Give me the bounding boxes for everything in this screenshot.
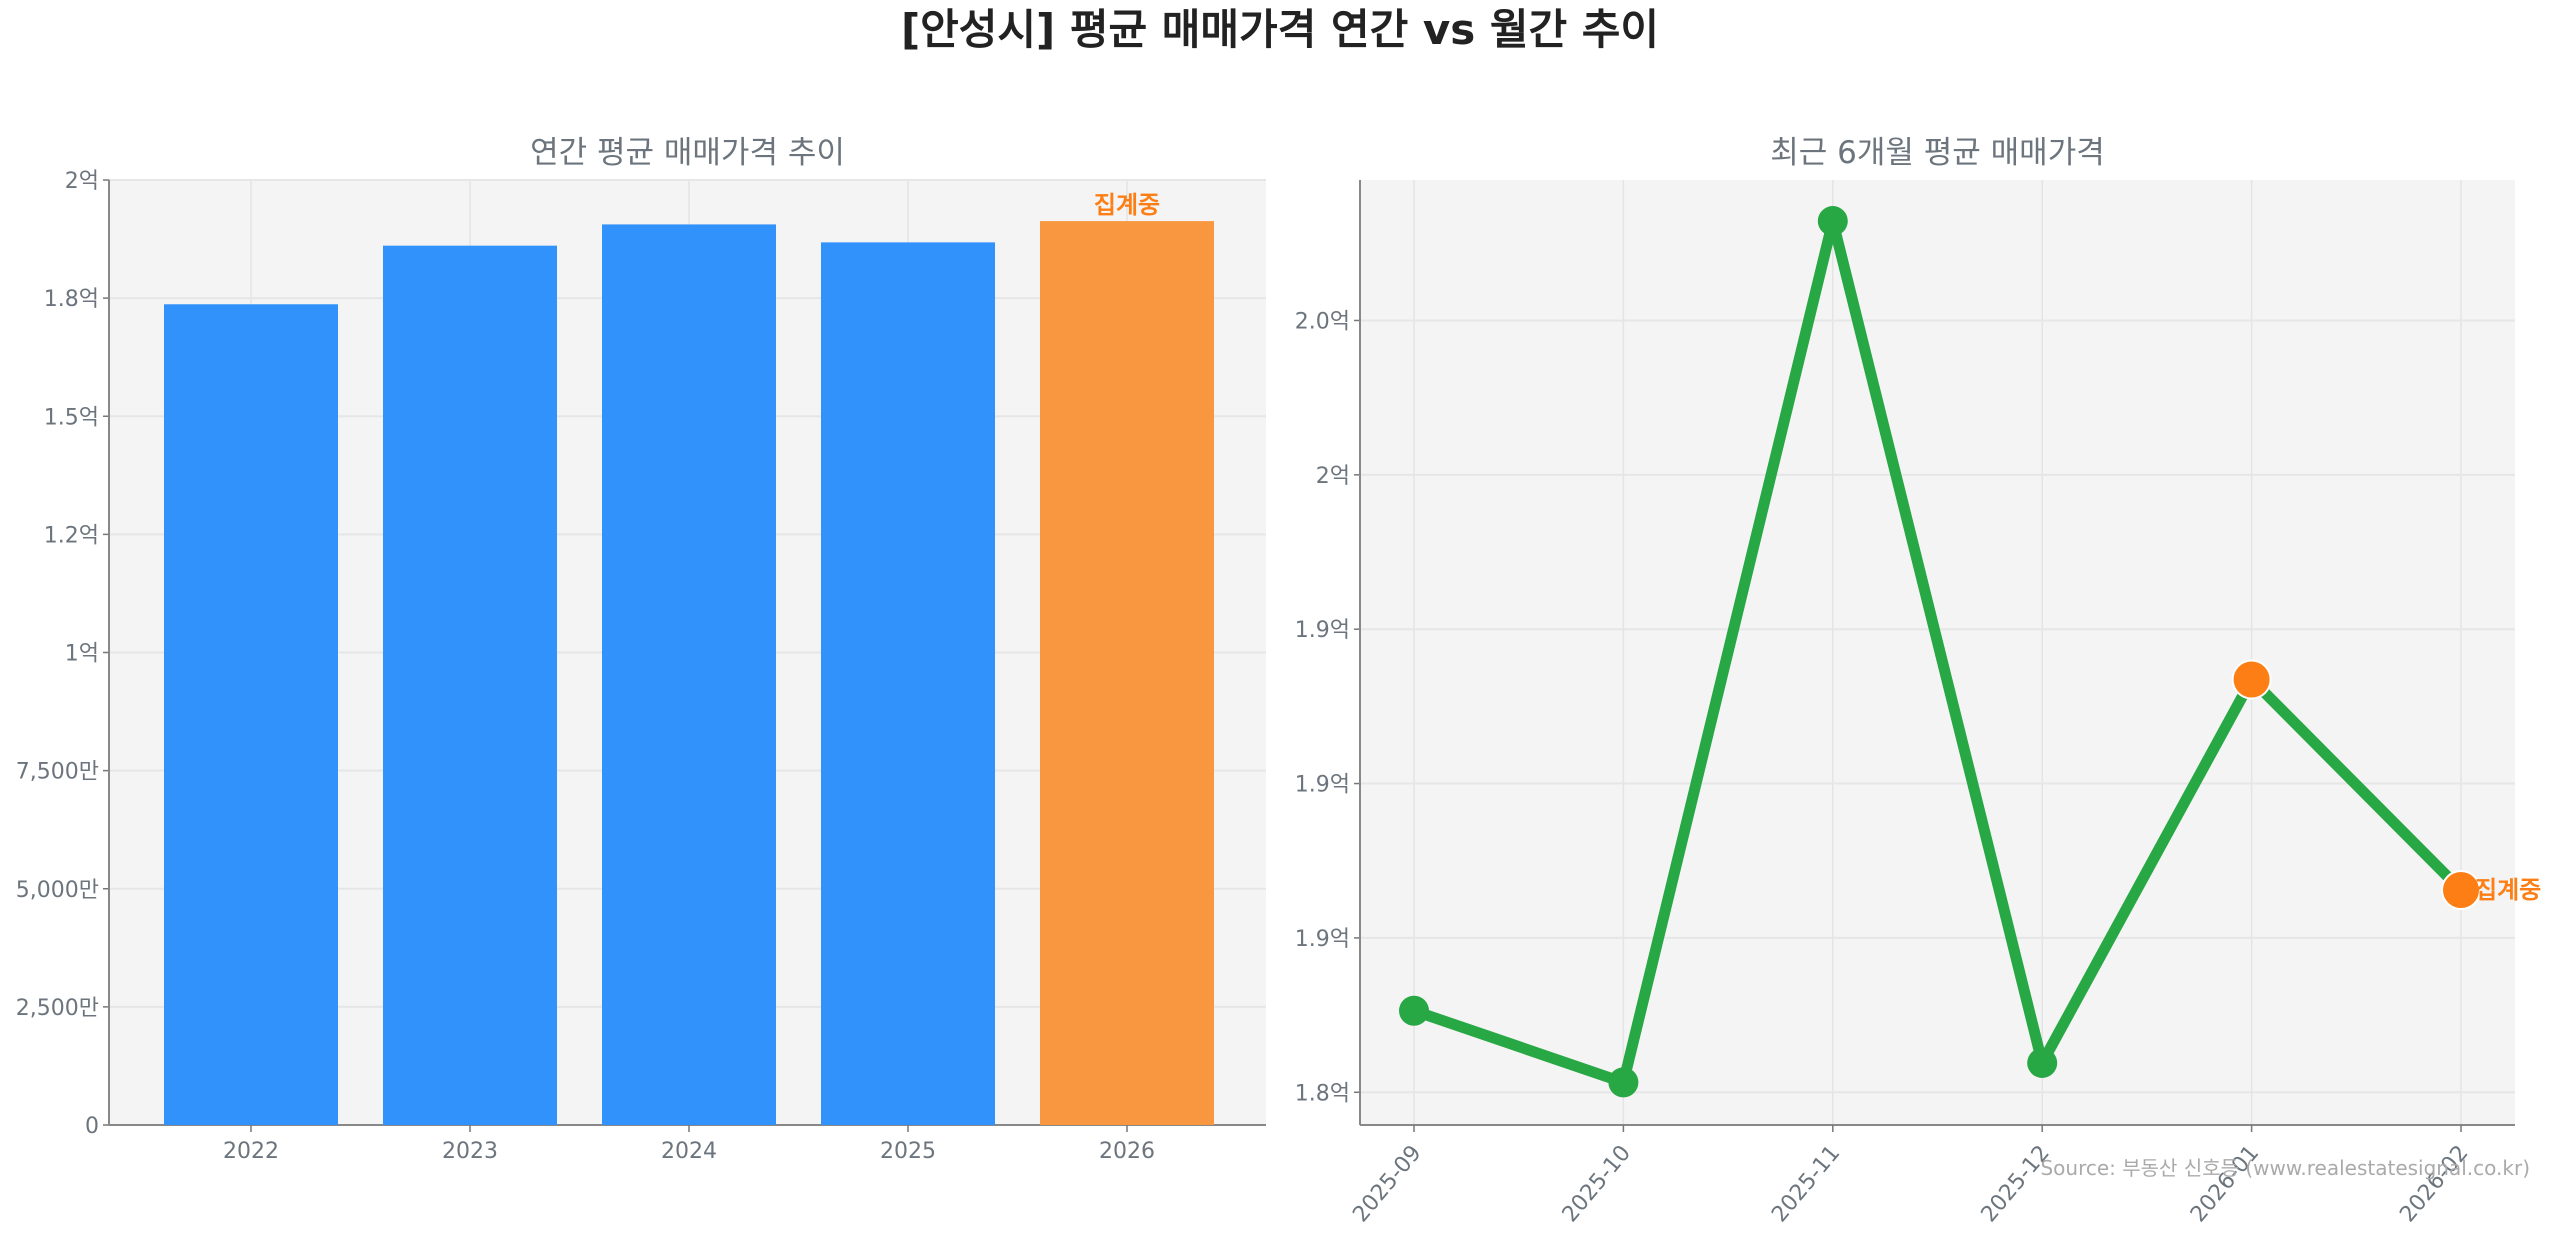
- point-2026-01: [2231, 659, 2272, 700]
- bar-2026: [1040, 221, 1214, 1126]
- x-tick-label: 2024: [661, 1139, 717, 1164]
- bar-2024: [602, 224, 776, 1126]
- point-2025-11: [1817, 206, 1848, 237]
- x-tick-label: 2025-12: [1977, 1141, 2055, 1227]
- x-tick-label: 2022: [223, 1139, 279, 1164]
- y-tick-label: 1.9억: [1295, 927, 1350, 952]
- source-credit: Source: 부동산 신호등 (www.realestatesignal.co…: [2040, 1156, 2530, 1180]
- x-tick-label: 2023: [442, 1139, 498, 1164]
- y-tick-label: 7,500만: [16, 760, 99, 785]
- y-tick-label: 0: [85, 1114, 99, 1139]
- y-tick-label: 2,500만: [16, 996, 99, 1021]
- y-tick-label: 1.9억: [1295, 618, 1350, 643]
- y-tick-label: 1억: [65, 642, 99, 667]
- y-tick-label: 1.2억: [44, 523, 99, 548]
- y-tick-label: 2억: [1316, 464, 1350, 489]
- y-tick-label: 1.8억: [1295, 1081, 1350, 1106]
- x-tick-label: 2026-02: [2395, 1141, 2473, 1227]
- y-tick-label: 5,000만: [16, 878, 99, 903]
- point-2025-10: [1608, 1067, 1639, 1098]
- in-progress-label: 집계중: [1094, 191, 1160, 219]
- subplot-title: 최근 6개월 평균 매매가격: [1770, 135, 2104, 171]
- bar-2025: [821, 242, 995, 1125]
- x-tick-label: 2025-11: [1767, 1141, 1845, 1227]
- y-tick-label: 2.0억: [1295, 309, 1350, 334]
- y-tick-label: 1.5억: [44, 405, 99, 430]
- annual-bar-chart: 0 2,500만 5,000만 7,500만 1억 1.2억 1.5억 1.8억 2억 2022 2…: [16, 135, 1266, 1164]
- bar-2023: [383, 245, 557, 1126]
- point-2025-09: [1399, 995, 1429, 1026]
- point-2026-02: [2441, 870, 2481, 911]
- y-tick-label: 1.8억: [44, 287, 99, 312]
- x-tick-label: 2025: [880, 1139, 936, 1164]
- subplot-title: 연간 평균 매매가격 추이: [530, 135, 845, 171]
- point-2025-12: [2027, 1047, 2058, 1078]
- x-tick-label: 2026-01: [2186, 1141, 2264, 1227]
- monthly-line-chart: 1.8억 1.9억 1.9억 1.9억 2억 2.0억 2025-09 2025-10 2025…: [1295, 135, 2541, 1227]
- x-tick-label: 2025-10: [1558, 1141, 1636, 1227]
- bar-2022: [164, 304, 338, 1126]
- x-tick-label: 2026: [1099, 1139, 1155, 1164]
- x-tick-label: 2025-09: [1348, 1141, 1426, 1227]
- figure-title: [안성시] 평균 매매가격 연간 vs 월간 추이: [901, 5, 1659, 54]
- in-progress-label: 집계중: [2475, 876, 2541, 904]
- y-tick-label: 1.9억: [1295, 773, 1350, 798]
- price-line: [1412, 219, 2465, 1090]
- y-tick-label: 2억: [65, 169, 99, 194]
